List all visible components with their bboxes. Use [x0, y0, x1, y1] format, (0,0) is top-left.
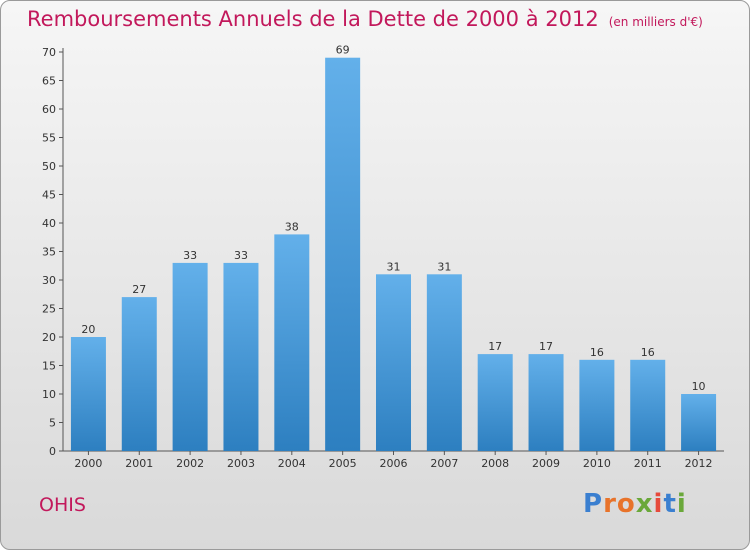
chart-title-text: Remboursements Annuels de la Dette de 20… — [27, 7, 599, 31]
commune-name: OHIS — [39, 494, 86, 516]
data-label: 16 — [590, 346, 604, 359]
bar — [172, 262, 208, 451]
x-tick-label: 2009 — [532, 457, 560, 470]
data-label: 27 — [132, 283, 146, 296]
data-label: 17 — [488, 340, 502, 353]
x-tick-label: 2004 — [278, 457, 306, 470]
x-tick-label: 2000 — [74, 457, 102, 470]
x-tick-label: 2005 — [329, 457, 357, 470]
bar — [477, 354, 513, 451]
bar — [223, 262, 259, 451]
bar — [325, 57, 361, 451]
logo-letter: i — [676, 489, 687, 519]
logo-letter: i — [653, 489, 664, 519]
x-tick-label: 2003 — [227, 457, 255, 470]
bar — [426, 274, 462, 451]
logo-letter: x — [635, 489, 654, 519]
logo-letter: r — [603, 489, 617, 519]
y-tick-label: 65 — [42, 75, 56, 88]
data-label: 33 — [183, 249, 197, 262]
data-label: 69 — [336, 44, 350, 57]
y-tick-label: 35 — [42, 246, 56, 259]
logo-letter: t — [663, 489, 677, 519]
x-tick-label: 2007 — [430, 457, 458, 470]
y-tick-label: 40 — [42, 217, 56, 230]
y-tick-label: 55 — [42, 132, 56, 145]
logo-letter: P — [583, 489, 604, 519]
bar — [681, 394, 717, 451]
x-tick-label: 2010 — [583, 457, 611, 470]
y-tick-label: 50 — [42, 160, 56, 173]
data-label: 31 — [437, 260, 451, 273]
data-label: 10 — [692, 380, 706, 393]
chart-title: Remboursements Annuels de la Dette de 20… — [27, 7, 703, 31]
y-tick-label: 20 — [42, 331, 56, 344]
bar — [528, 354, 564, 451]
y-tick-label: 70 — [42, 46, 56, 59]
data-label: 31 — [387, 260, 401, 273]
bar — [121, 297, 157, 451]
data-label: 20 — [81, 323, 95, 336]
y-tick-label: 10 — [42, 388, 56, 401]
data-label: 38 — [285, 220, 299, 233]
data-label: 33 — [234, 249, 248, 262]
x-tick-label: 2008 — [481, 457, 509, 470]
y-tick-label: 60 — [42, 103, 56, 116]
bar — [70, 337, 106, 451]
data-label: 17 — [539, 340, 553, 353]
y-tick-label: 45 — [42, 189, 56, 202]
logo-letter: o — [616, 489, 636, 519]
chart-subtitle: (en milliers d'€) — [608, 15, 703, 29]
proxiti-logo: Proxiti — [583, 489, 687, 519]
x-tick-label: 2001 — [125, 457, 153, 470]
y-tick-label: 30 — [42, 274, 56, 287]
x-tick-label: 2006 — [380, 457, 408, 470]
bar — [579, 359, 615, 451]
y-tick-label: 15 — [42, 360, 56, 373]
data-label: 16 — [641, 346, 655, 359]
y-tick-label: 25 — [42, 303, 56, 316]
x-tick-label: 2002 — [176, 457, 204, 470]
x-tick-label: 2012 — [685, 457, 713, 470]
y-tick-label: 5 — [49, 417, 56, 430]
bar — [630, 359, 666, 451]
x-tick-label: 2011 — [634, 457, 662, 470]
bar — [274, 234, 310, 451]
bar — [376, 274, 411, 451]
y-tick-label: 0 — [49, 445, 56, 458]
